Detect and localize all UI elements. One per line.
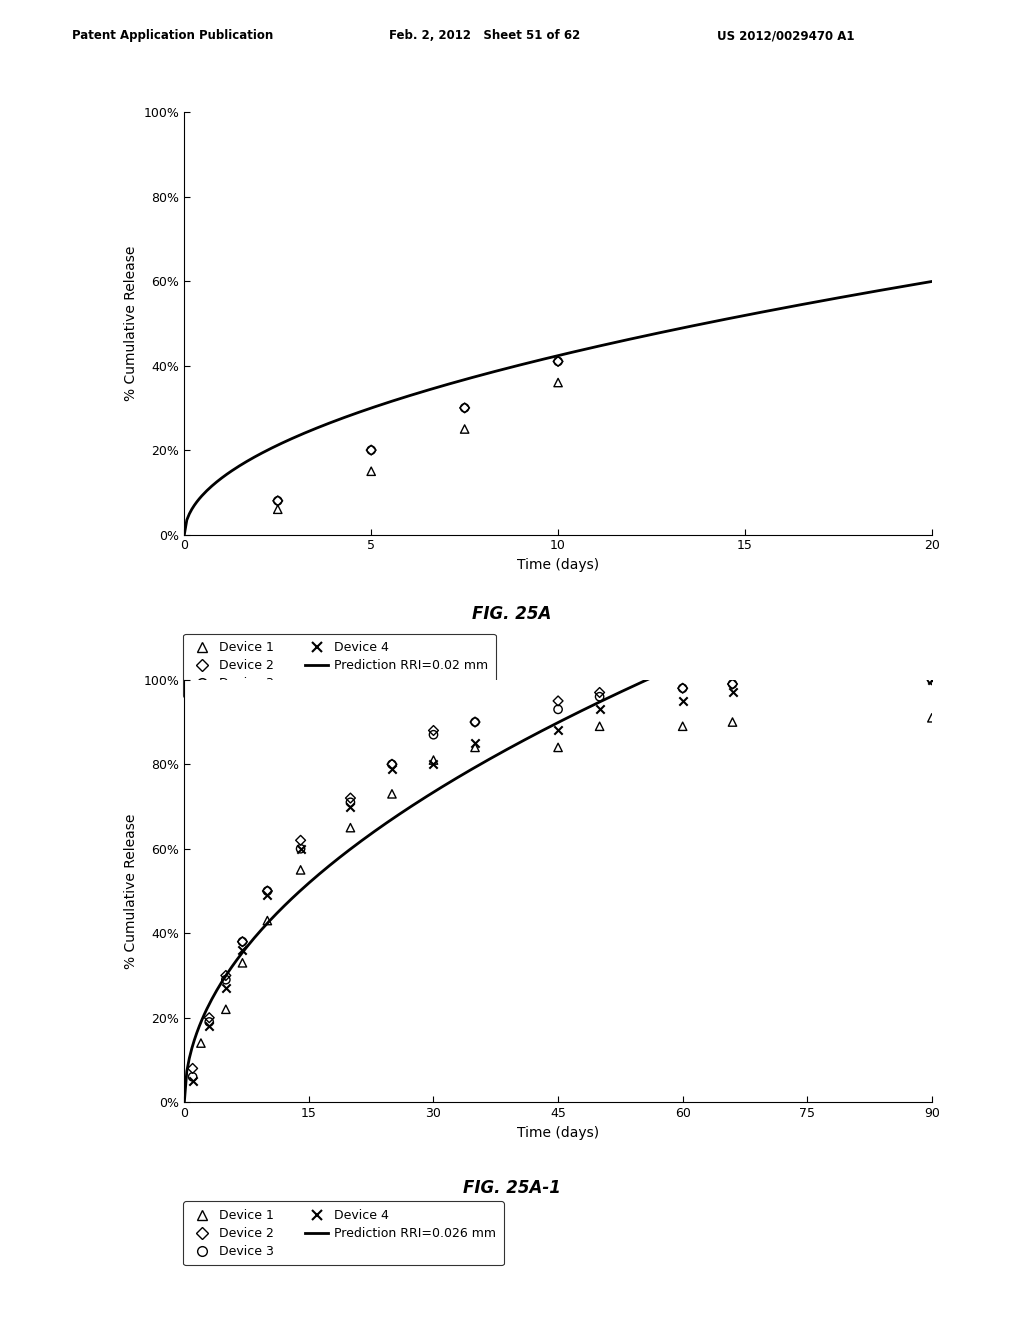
Point bbox=[724, 682, 740, 704]
Point bbox=[425, 754, 441, 775]
Point bbox=[384, 754, 400, 775]
Y-axis label: % Cumulative Release: % Cumulative Release bbox=[124, 246, 138, 401]
Text: FIG. 25A: FIG. 25A bbox=[472, 605, 552, 623]
Point bbox=[467, 711, 483, 733]
Point bbox=[425, 719, 441, 741]
Point bbox=[259, 884, 275, 906]
Point bbox=[924, 669, 940, 690]
Point bbox=[384, 783, 400, 804]
Point bbox=[675, 677, 691, 698]
Point bbox=[550, 719, 566, 741]
Point bbox=[201, 1007, 217, 1028]
Point bbox=[218, 969, 234, 990]
Text: FIG. 25A-1: FIG. 25A-1 bbox=[463, 1179, 561, 1197]
Point bbox=[384, 758, 400, 779]
Point bbox=[234, 931, 251, 952]
Point bbox=[592, 686, 608, 708]
Point bbox=[724, 673, 740, 694]
Legend: Device 1, Device 2, Device 3, Device 4, Prediction RRI=0.026 mm: Device 1, Device 2, Device 3, Device 4, … bbox=[183, 1201, 504, 1266]
Point bbox=[467, 711, 483, 733]
Point bbox=[293, 838, 309, 859]
Point bbox=[362, 440, 379, 461]
Text: Patent Application Publication: Patent Application Publication bbox=[72, 29, 273, 42]
Text: Feb. 2, 2012   Sheet 51 of 62: Feb. 2, 2012 Sheet 51 of 62 bbox=[389, 29, 581, 42]
Point bbox=[269, 499, 286, 520]
X-axis label: Time (days): Time (days) bbox=[517, 1126, 599, 1139]
Point bbox=[467, 737, 483, 758]
Point bbox=[592, 698, 608, 719]
Point bbox=[259, 880, 275, 902]
Point bbox=[924, 708, 940, 729]
Point bbox=[269, 490, 286, 511]
Point bbox=[193, 1032, 209, 1053]
Y-axis label: % Cumulative Release: % Cumulative Release bbox=[124, 813, 138, 969]
Point bbox=[592, 715, 608, 737]
Point bbox=[234, 940, 251, 961]
Point bbox=[234, 952, 251, 973]
Point bbox=[457, 397, 473, 418]
Point bbox=[550, 351, 566, 372]
Point bbox=[675, 715, 691, 737]
Point bbox=[924, 669, 940, 690]
Point bbox=[293, 859, 309, 880]
Point bbox=[550, 372, 566, 393]
Point bbox=[184, 1071, 201, 1092]
Point bbox=[269, 490, 286, 511]
Point bbox=[184, 1067, 201, 1088]
Point bbox=[201, 1011, 217, 1032]
Point bbox=[724, 711, 740, 733]
Point bbox=[201, 1015, 217, 1036]
Point bbox=[550, 698, 566, 719]
Point bbox=[293, 838, 309, 859]
Point bbox=[675, 677, 691, 698]
Point bbox=[457, 397, 473, 418]
Point bbox=[218, 978, 234, 999]
Point bbox=[342, 788, 358, 809]
Point bbox=[550, 690, 566, 711]
Point bbox=[592, 682, 608, 704]
Point bbox=[550, 351, 566, 372]
Point bbox=[467, 733, 483, 754]
Point bbox=[259, 880, 275, 902]
Point bbox=[457, 418, 473, 440]
Point bbox=[550, 737, 566, 758]
Point bbox=[425, 725, 441, 746]
Point bbox=[342, 796, 358, 817]
X-axis label: Time (days): Time (days) bbox=[517, 558, 599, 572]
Legend: Device 1, Device 2, Device 3, Device 4, Prediction RRI=0.02 mm: Device 1, Device 2, Device 3, Device 4, … bbox=[183, 634, 496, 698]
Point bbox=[342, 817, 358, 838]
Point bbox=[218, 965, 234, 986]
Point bbox=[924, 669, 940, 690]
Point bbox=[384, 754, 400, 775]
Point bbox=[362, 461, 379, 482]
Point bbox=[293, 830, 309, 851]
Point bbox=[259, 909, 275, 931]
Point bbox=[218, 999, 234, 1020]
Point bbox=[184, 1057, 201, 1078]
Point bbox=[724, 673, 740, 694]
Point bbox=[675, 690, 691, 711]
Point bbox=[234, 931, 251, 952]
Point bbox=[342, 792, 358, 813]
Text: US 2012/0029470 A1: US 2012/0029470 A1 bbox=[717, 29, 854, 42]
Point bbox=[362, 440, 379, 461]
Point bbox=[425, 750, 441, 771]
